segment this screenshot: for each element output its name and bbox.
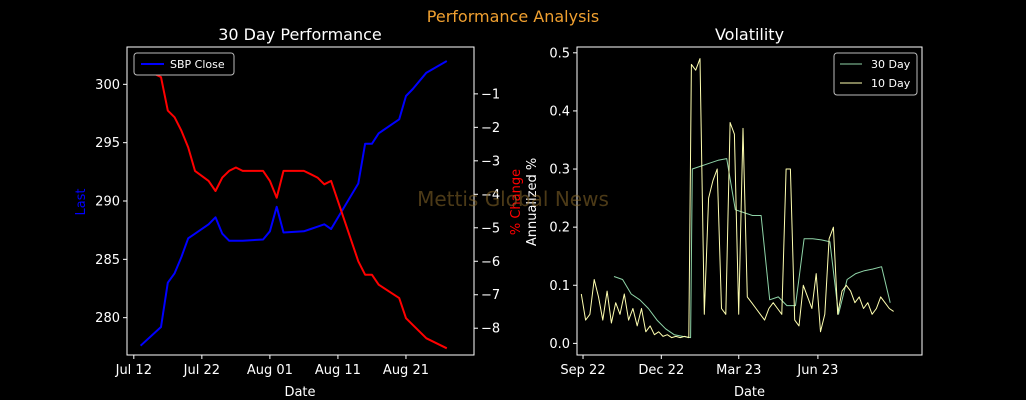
- volatility-y-tick-label: 0.2: [549, 221, 570, 236]
- volatility-plot-frame: [576, 46, 923, 356]
- volatility-legend-label-10day: 10 Day: [871, 77, 911, 90]
- volatility-x-tick-label: Mar 23: [716, 363, 761, 378]
- performance-x-axis-label: Date: [284, 385, 315, 400]
- performance-x-tick-label: Aug 11: [315, 363, 361, 378]
- performance-y-tick-label: 285: [95, 253, 120, 268]
- performance-legend-label-close: SBP Close: [170, 58, 225, 71]
- performance-y2-tick-label: −7: [481, 288, 500, 303]
- volatility-x-tick-label: Sep 22: [560, 363, 605, 378]
- volatility-y-tick-label: 0.0: [549, 337, 570, 352]
- performance-legend-box: [133, 52, 235, 76]
- performance-x-tick-label: Jul 22: [183, 363, 220, 378]
- volatility-y-tick-label: 0.1: [549, 279, 570, 294]
- volatility-y-tick-label: 0.5: [549, 46, 570, 61]
- volatility-y-tick-label: 0.3: [549, 163, 570, 178]
- performance-y2-tick-label: −4: [481, 188, 500, 203]
- performance-series--change: [140, 66, 448, 350]
- volatility-y-axis-label: Annualized %: [525, 158, 540, 246]
- volatility-series-10-day: [580, 58, 894, 339]
- performance-y2-axis-label: % Change: [509, 169, 524, 235]
- volatility-chart-title: Volatility: [715, 25, 784, 44]
- performance-series-sbp-close: [139, 60, 448, 347]
- performance-legend: SBP Close: [133, 52, 235, 76]
- performance-y-tick-label: 280: [95, 311, 120, 326]
- performance-axes: Jul 12 Jul 22 Aug 01 Aug 11 Aug 21 280 285 290 2…: [95, 46, 500, 378]
- performance-x-tick-label: Aug 01: [247, 363, 293, 378]
- volatility-legend: 30 Day 10 Day: [833, 52, 918, 96]
- performance-y-tick-label: 295: [95, 136, 120, 151]
- performance-y2-tick-label: −2: [481, 121, 500, 136]
- performance-y-tick-label: 300: [95, 78, 120, 93]
- performance-y2-tick-label: −6: [481, 255, 500, 270]
- volatility-axes: Sep 22 Dec 22 Mar 23 Jun 23 0.0 0.1 0.2 0.3 0.4 0…: [549, 46, 923, 378]
- performance-lines: [139, 60, 448, 350]
- volatility-y-tick-label: 0.4: [549, 104, 570, 119]
- performance-y2-tick-label: −8: [481, 322, 500, 337]
- performance-y2-tick-label: −5: [481, 221, 500, 236]
- performance-y-tick-label: 290: [95, 195, 120, 210]
- performance-chart-title: 30 Day Performance: [218, 25, 382, 44]
- volatility-x-tick-label: Dec 22: [638, 363, 684, 378]
- volatility-chart: Volatility Date Annualized % Sep 22 Dec 2…: [525, 25, 923, 400]
- figure-title: Performance Analysis: [427, 7, 599, 26]
- performance-y2-tick-label: −3: [481, 154, 500, 169]
- performance-chart: 30 Day Performance Date Last % Change Ju…: [74, 25, 524, 400]
- performance-x-tick-label: Jul 12: [115, 363, 152, 378]
- performance-y2-tick-label: −1: [481, 87, 500, 102]
- volatility-series-30-day: [613, 158, 891, 339]
- volatility-x-axis-label: Date: [734, 385, 765, 400]
- volatility-lines: [580, 58, 894, 339]
- performance-x-tick-label: Aug 21: [383, 363, 429, 378]
- performance-y-axis-label: Last: [74, 188, 89, 215]
- volatility-legend-label-30day: 30 Day: [871, 58, 911, 71]
- volatility-x-tick-label: Jun 23: [796, 363, 838, 378]
- watermark: Mettis Global News: [417, 187, 609, 211]
